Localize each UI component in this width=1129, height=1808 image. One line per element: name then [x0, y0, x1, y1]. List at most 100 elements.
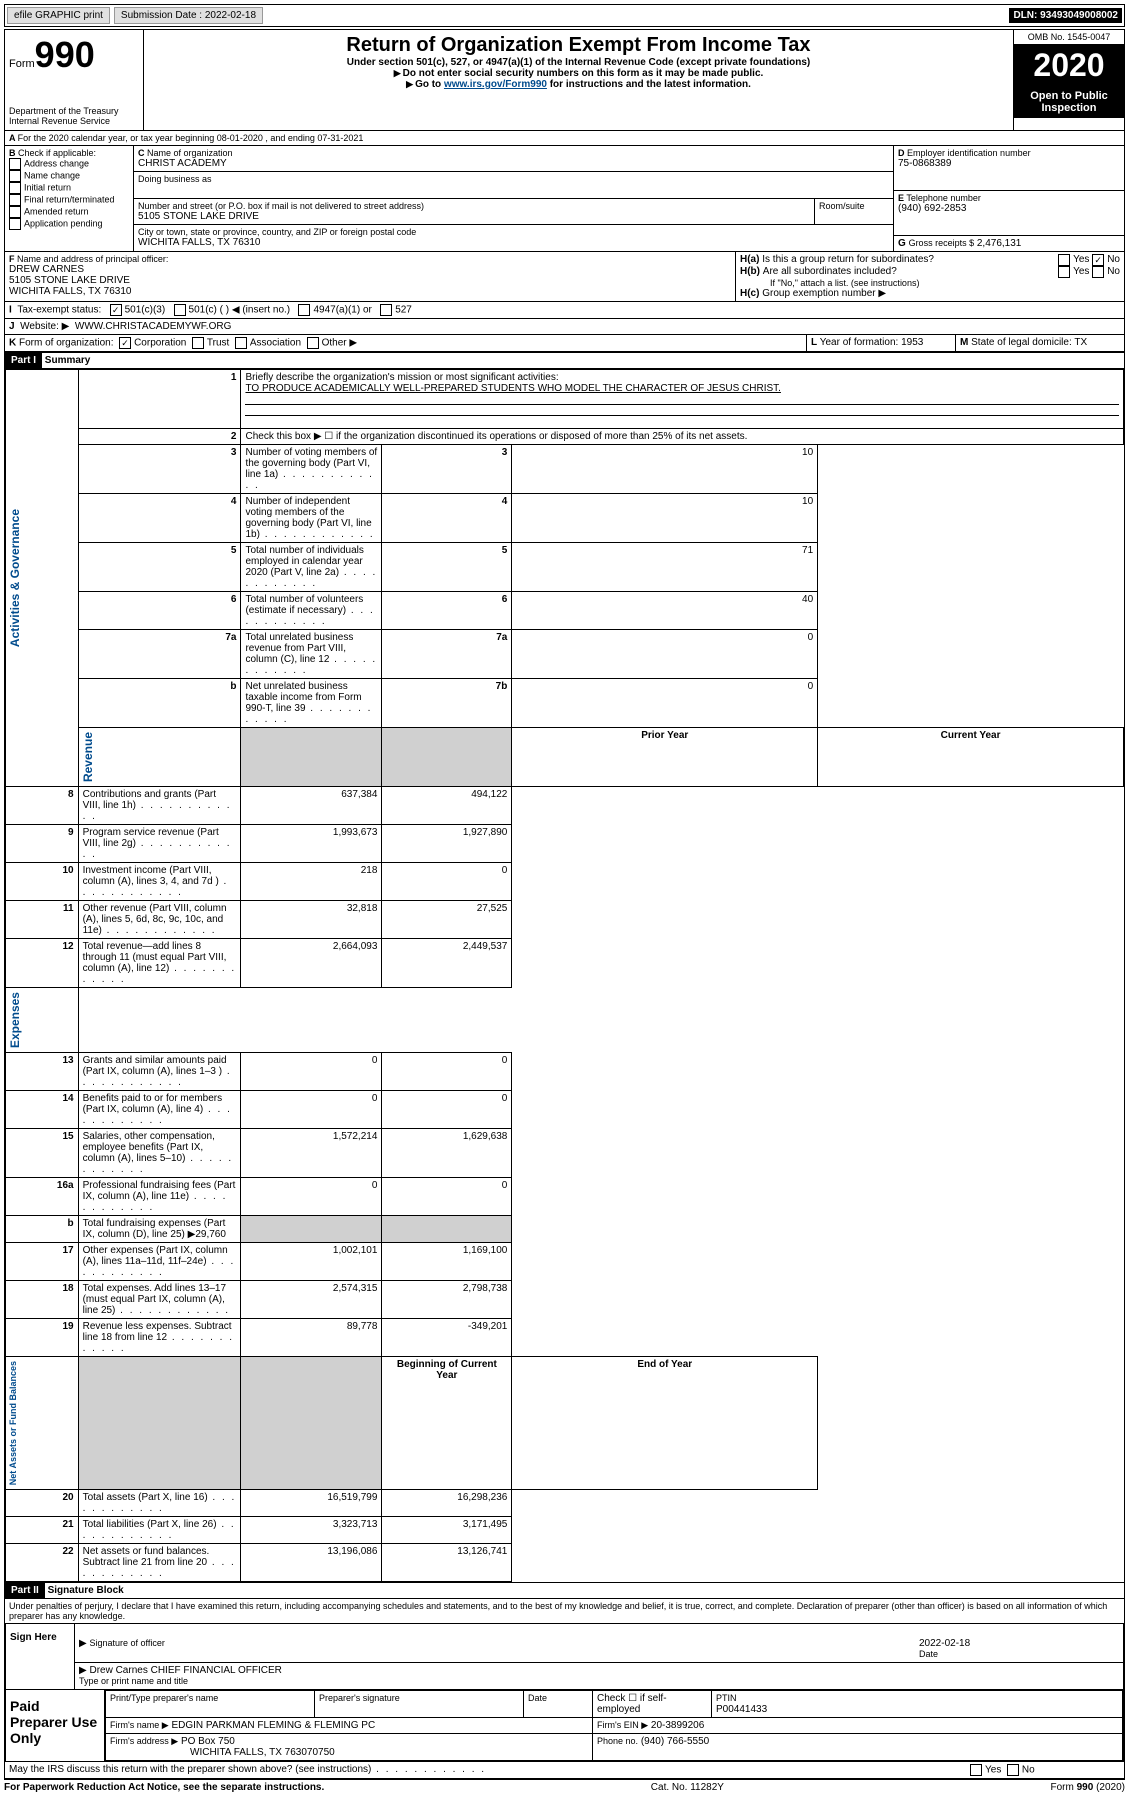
c-lbl: Name of organization	[147, 148, 233, 158]
i-o4: 527	[395, 305, 412, 316]
l2: Check this box ▶ ☐ if the organization d…	[241, 429, 1124, 445]
l-val: 1953	[901, 337, 923, 348]
b-o5: Amended return	[24, 206, 89, 216]
b-o2: Name change	[24, 170, 80, 180]
discuss-no[interactable]	[1007, 1764, 1019, 1776]
j-lbl: Website: ▶	[20, 321, 69, 332]
py-hdr: Prior Year	[641, 730, 688, 741]
b-o4: Final return/terminated	[24, 194, 115, 204]
cy-hdr: Current Year	[941, 730, 1001, 741]
firm-val: EDGIN PARKMAN FLEMING & FLEMING PC	[171, 1720, 375, 1731]
chk-501c3[interactable]: ✓	[110, 304, 122, 316]
hc-lbl: Group exemption number ▶	[762, 288, 886, 299]
e-lbl: Telephone number	[906, 193, 981, 203]
sigof-lbl: Signature of officer	[89, 1638, 164, 1648]
l1-lbl: Briefly describe the organization's miss…	[245, 372, 558, 383]
part2-title: Part II	[5, 1583, 45, 1598]
paid-preparer-block: Paid Preparer Use Only Print/Type prepar…	[5, 1690, 1124, 1762]
phone-val: (940) 692-2853	[898, 203, 1120, 214]
omb-no: OMB No. 1545-0047	[1014, 30, 1124, 45]
chk-pending[interactable]	[9, 218, 21, 230]
side-rev: Revenue	[79, 728, 97, 786]
b-o1: Address change	[24, 158, 89, 168]
ftr-l: For Paperwork Reduction Act Notice, see …	[4, 1782, 324, 1793]
form-title: Return of Organization Exempt From Incom…	[148, 34, 1009, 57]
i-o3: 4947(a)(1) or	[313, 305, 371, 316]
dba-lbl: Doing business as	[138, 174, 889, 184]
i-lbl: Tax-exempt status:	[17, 305, 101, 316]
submission-date-btn[interactable]: Submission Date : 2022-02-18	[114, 7, 263, 24]
ha-no[interactable]: ✓	[1092, 254, 1104, 266]
i-o1: 501(c)(3)	[125, 305, 166, 316]
line-a: For the 2020 calendar year, or tax year …	[18, 133, 364, 143]
faddr-lbl: Firm's address ▶	[110, 1736, 178, 1746]
l16b: Total fundraising expenses (Part IX, col…	[78, 1216, 241, 1243]
eoy-hdr: End of Year	[637, 1359, 692, 1370]
room-lbl: Room/suite	[814, 199, 893, 224]
ein-lbl: Firm's EIN ▶	[597, 1720, 648, 1730]
ha-yes[interactable]	[1058, 254, 1070, 266]
hb-yes[interactable]	[1058, 266, 1070, 278]
chk-assoc[interactable]	[235, 337, 247, 349]
b-o3: Initial return	[24, 182, 71, 192]
chk-final[interactable]	[9, 194, 21, 206]
d-lbl: Employer identification number	[907, 148, 1031, 158]
chk-other[interactable]	[307, 337, 319, 349]
chk-trust[interactable]	[192, 337, 204, 349]
org-name: CHRIST ACADEMY	[138, 158, 889, 169]
footer: For Paperwork Reduction Act Notice, see …	[4, 1780, 1125, 1795]
declaration: Under penalties of perjury, I declare th…	[5, 1599, 1124, 1623]
chk-4947[interactable]	[298, 304, 310, 316]
sign-here: Sign Here	[6, 1624, 75, 1689]
ptin-val: P00441433	[716, 1704, 767, 1715]
chk-amended[interactable]	[9, 206, 21, 218]
k-o3: Association	[250, 338, 301, 349]
firm-lbl: Firm's name ▶	[110, 1720, 169, 1730]
chk-address[interactable]	[9, 158, 21, 170]
section-fh: F Name and address of principal officer:…	[5, 252, 1124, 302]
b-hdr: Check if applicable:	[18, 148, 96, 158]
no2: No	[1107, 266, 1120, 278]
top-bar: efile GRAPHIC print Submission Date : 20…	[4, 4, 1125, 27]
discuss-yes[interactable]	[970, 1764, 982, 1776]
dept-irs: Internal Revenue Service	[9, 116, 139, 126]
form990-link[interactable]: www.irs.gov/Form990	[444, 79, 547, 90]
efile-btn[interactable]: efile GRAPHIC print	[7, 7, 110, 24]
pp-date-lbl: Date	[528, 1693, 547, 1703]
sub3: Go to www.irs.gov/Form990 for instructio…	[148, 79, 1009, 90]
form-word: Form	[9, 58, 35, 70]
officer-l2: WICHITA FALLS, TX 76310	[9, 286, 731, 297]
summary-table: Activities & Governance 1 Briefly descri…	[5, 369, 1124, 1582]
part1-title: Part I	[5, 353, 42, 368]
k-o4: Other ▶	[322, 338, 357, 349]
chk-initial[interactable]	[9, 182, 21, 194]
m-lbl: State of legal domicile:	[971, 337, 1072, 348]
pp-check: Check ☐ if self-employed	[593, 1691, 712, 1718]
addr-val: 5105 STONE LAKE DRIVE	[138, 211, 810, 222]
yes2: Yes	[1073, 266, 1089, 278]
dln-label: DLN: 93493049008002	[1009, 8, 1122, 23]
section-bcdefg: B Check if applicable: Address change Na…	[5, 146, 1124, 252]
paid-prep: Paid Preparer Use Only	[6, 1690, 105, 1761]
no1: No	[1107, 254, 1120, 266]
date-lbl: Date	[919, 1649, 938, 1659]
l1-val: TO PRODUCE ACADEMICALLY WELL-PREPARED ST…	[245, 383, 780, 394]
dy: Yes	[985, 1765, 1001, 1776]
ha-lbl: Is this a group return for subordinates?	[762, 254, 1058, 266]
chk-527[interactable]	[380, 304, 392, 316]
form-header: Form990 Department of the Treasury Inter…	[5, 30, 1124, 131]
firm-ein: 20-3899206	[651, 1720, 704, 1731]
type-lbl: Type or print name and title	[79, 1676, 188, 1686]
officer-l1: 5105 STONE LAKE DRIVE	[9, 275, 731, 286]
ftr-r: Form 990 (2020)	[1051, 1782, 1125, 1793]
hb-note: If "No," attach a list. (see instruction…	[740, 278, 1120, 288]
officer-name-title: Drew Carnes CHIEF FINANCIAL OFFICER	[89, 1665, 281, 1676]
hb-no[interactable]	[1092, 266, 1104, 278]
sign-here-block: Sign Here ▶ Signature of officer 2022-02…	[5, 1623, 1124, 1690]
sub2: Do not enter social security numbers on …	[148, 68, 1009, 79]
sub3b: for instructions and the latest informat…	[547, 79, 751, 90]
ftr-m: Cat. No. 11282Y	[651, 1782, 724, 1793]
chk-501c[interactable]	[174, 304, 186, 316]
chk-corp[interactable]: ✓	[119, 337, 131, 349]
chk-name[interactable]	[9, 170, 21, 182]
